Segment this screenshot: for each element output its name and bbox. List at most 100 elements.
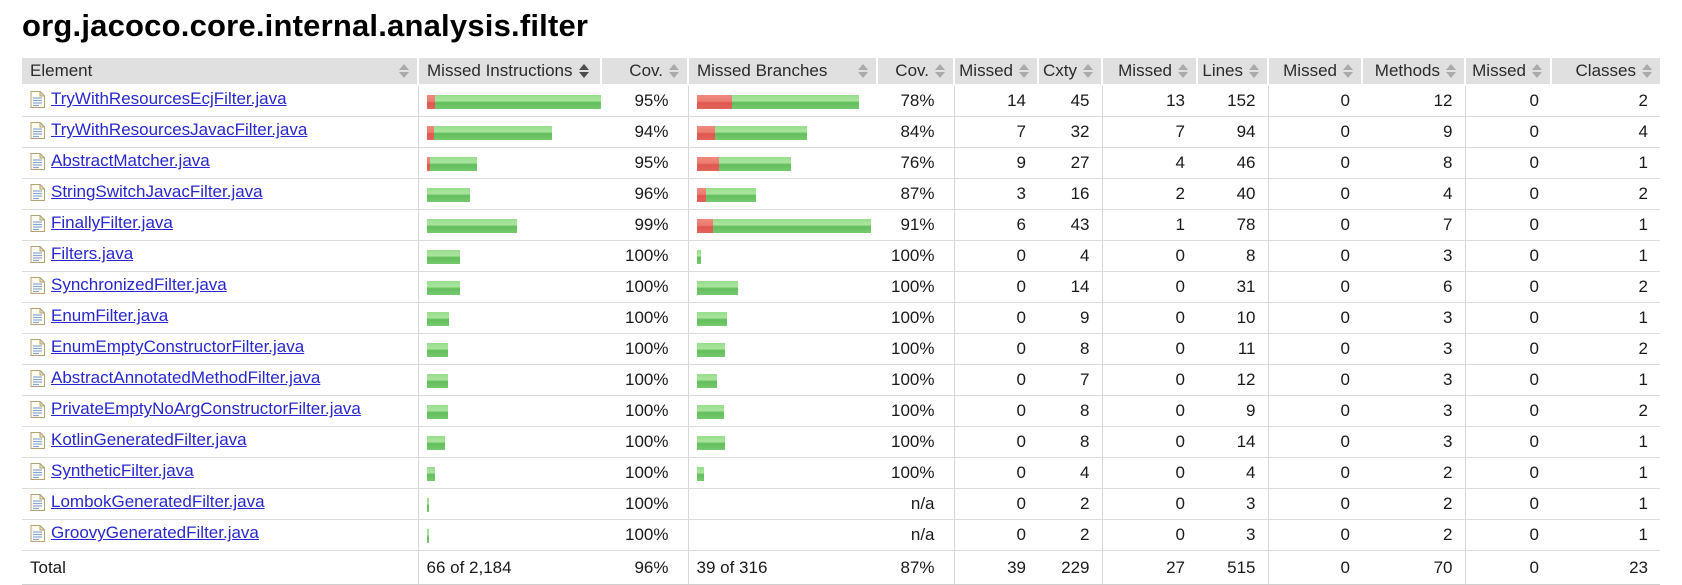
sort-arrows-icon [399,64,409,78]
covered-instructions-bar-segment [433,125,552,140]
branches-bar-cell [687,271,877,303]
missed-cxty-cell: 0 [953,240,1038,272]
branches-coverage-cell: 84% [877,116,954,148]
element-cell: GroovyGeneratedFilter.java [22,519,418,551]
source-file-link[interactable]: SynchronizedFilter.java [30,275,227,295]
sort-arrows-icon [1343,64,1353,78]
missed-classes-cell: 0 [1464,519,1551,551]
lines-cell: 11 [1197,333,1268,365]
classes-cell: 2 [1551,271,1660,303]
cxty-cell: 4 [1038,240,1102,272]
instructions-bar-cell [417,209,601,241]
source-file-link[interactable]: StringSwitchJavacFilter.java [30,182,263,202]
source-file-icon [30,276,46,294]
covered-branches-bar-segment [696,435,725,450]
missed-methods-cell: 0 [1267,178,1362,210]
instructions-coverage-bar [426,187,470,202]
source-file-link[interactable]: EnumEmptyConstructorFilter.java [30,337,304,357]
methods-cell: 7 [1362,209,1465,241]
missed-methods-cell: 0 [1267,116,1362,148]
instructions-coverage-bar [426,528,429,543]
instructions-bar-cell [417,147,601,179]
source-file-link[interactable]: TryWithResourcesEcjFilter.java [30,89,287,109]
missed-classes-cell: 0 [1464,271,1551,303]
column-header-missed-lines[interactable]: Missed [1101,58,1197,86]
branches-bar-cell [687,364,877,396]
column-header-instructions-cov[interactable]: Cov. [600,58,688,86]
missed-classes-cell: 0 [1464,488,1551,520]
table-row: PrivateEmptyNoArgConstructorFilter.java … [22,395,1660,427]
source-file-icon [30,307,46,325]
branches-bar-cell [687,519,877,551]
methods-cell: 4 [1362,178,1465,210]
file-name: TryWithResourcesJavacFilter.java [51,120,308,140]
cxty-cell: 8 [1038,395,1102,427]
branches-coverage-cell: 78% [877,85,954,117]
table-row: SyntheticFilter.java 100% 100% 0 4 0 4 0… [22,457,1660,489]
classes-cell: 2 [1551,178,1660,210]
missed-lines-cell: 0 [1101,271,1197,303]
covered-instructions-bar-segment [426,218,517,233]
source-file-link[interactable]: SyntheticFilter.java [30,461,194,481]
missed-lines-cell: 0 [1101,395,1197,427]
instructions-coverage-cell: 100% [601,457,688,489]
methods-cell: 2 [1362,488,1465,520]
missed-methods-cell: 0 [1267,426,1362,458]
source-file-icon [30,152,46,170]
source-file-link[interactable]: PrivateEmptyNoArgConstructorFilter.java [30,399,361,419]
covered-instructions-bar-segment [426,528,429,543]
missed-classes-cell: 0 [1464,395,1551,427]
missed-classes-cell: 0 [1464,209,1551,241]
instructions-coverage-cell: 100% [601,240,688,272]
column-header-methods[interactable]: Methods [1361,58,1465,86]
missed-instructions-bar-segment [426,125,434,140]
table-row: EnumEmptyConstructorFilter.java 100% 100… [22,333,1660,365]
missed-methods-cell: 0 [1267,519,1362,551]
classes-cell: 4 [1551,116,1660,148]
column-header-classes[interactable]: Classes [1550,58,1660,86]
source-file-link[interactable]: LombokGeneratedFilter.java [30,492,265,512]
source-file-link[interactable]: FinallyFilter.java [30,213,173,233]
instructions-coverage-cell: 96% [601,178,688,210]
branches-bar-cell [687,178,877,210]
column-header-lines[interactable]: Lines [1196,58,1268,86]
missed-classes-cell: 0 [1464,457,1551,489]
column-header-missed-cxty[interactable]: Missed [953,58,1038,86]
instructions-bar-cell [417,116,601,148]
source-file-link[interactable]: GroovyGeneratedFilter.java [30,523,259,543]
source-file-link[interactable]: AbstractAnnotatedMethodFilter.java [30,368,320,388]
missed-lines-cell: 0 [1101,519,1197,551]
cxty-cell: 27 [1038,147,1102,179]
branches-coverage-bar [696,94,859,109]
missed-instructions-bar-segment [426,156,430,171]
column-header-cxty[interactable]: Cxty [1037,58,1102,86]
instructions-coverage-cell: 100% [601,395,688,427]
cxty-cell: 4 [1038,457,1102,489]
total-methods: 70 [1362,550,1465,585]
source-file-link[interactable]: AbstractMatcher.java [30,151,210,171]
missed-cxty-cell: 3 [953,178,1038,210]
element-cell: SyntheticFilter.java [22,457,418,489]
column-header-missed-instructions[interactable]: Missed Instructions [417,58,601,86]
methods-cell: 3 [1362,426,1465,458]
source-file-link[interactable]: Filters.java [30,244,133,264]
instructions-bar-cell [417,364,601,396]
instructions-bar-cell [417,302,601,334]
methods-cell: 2 [1362,519,1465,551]
covered-instructions-bar-segment [426,249,460,264]
missed-classes-cell: 0 [1464,364,1551,396]
source-file-link[interactable]: KotlinGeneratedFilter.java [30,430,247,450]
column-header-branches-cov[interactable]: Cov. [876,58,954,86]
column-header-missed-methods[interactable]: Missed [1267,58,1362,86]
lines-cell: 31 [1197,271,1268,303]
source-file-link[interactable]: TryWithResourcesJavacFilter.java [30,120,307,140]
column-header-element[interactable]: Element [22,58,418,86]
classes-cell: 1 [1551,302,1660,334]
column-header-missed-classes[interactable]: Missed [1464,58,1551,86]
column-header-missed-branches[interactable]: Missed Branches [687,58,877,86]
branches-bar-cell [687,240,877,272]
instructions-coverage-cell: 100% [601,364,688,396]
sort-arrows-icon [858,64,868,78]
source-file-link[interactable]: EnumFilter.java [30,306,168,326]
lines-cell: 12 [1197,364,1268,396]
